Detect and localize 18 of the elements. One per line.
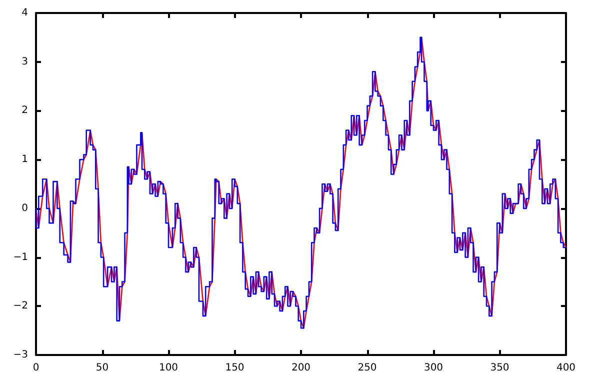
x-tick-label: 250 [358,362,377,374]
x-tick-label: 150 [225,362,244,374]
x-tick-label: 400 [556,362,576,374]
x-tick-label: 350 [490,362,510,374]
y-tick-label: 0 [22,202,28,214]
y-tick-label: −3 [13,350,28,360]
x-tick-label: 0 [32,362,40,374]
y-tick-label: 3 [22,56,28,68]
x-tick-label: 100 [158,362,178,374]
y-tick-label: 1 [22,154,28,166]
x-tick-label: 300 [424,362,444,374]
x-tick-label: 200 [291,362,311,374]
y-tick-label: 4 [22,8,28,18]
y-tick-label: −2 [13,300,28,312]
x-tick-label: 50 [96,362,109,374]
y-tick-label: −1 [13,252,28,263]
line-series [35,36,567,329]
y-tick-label: 2 [22,105,28,116]
